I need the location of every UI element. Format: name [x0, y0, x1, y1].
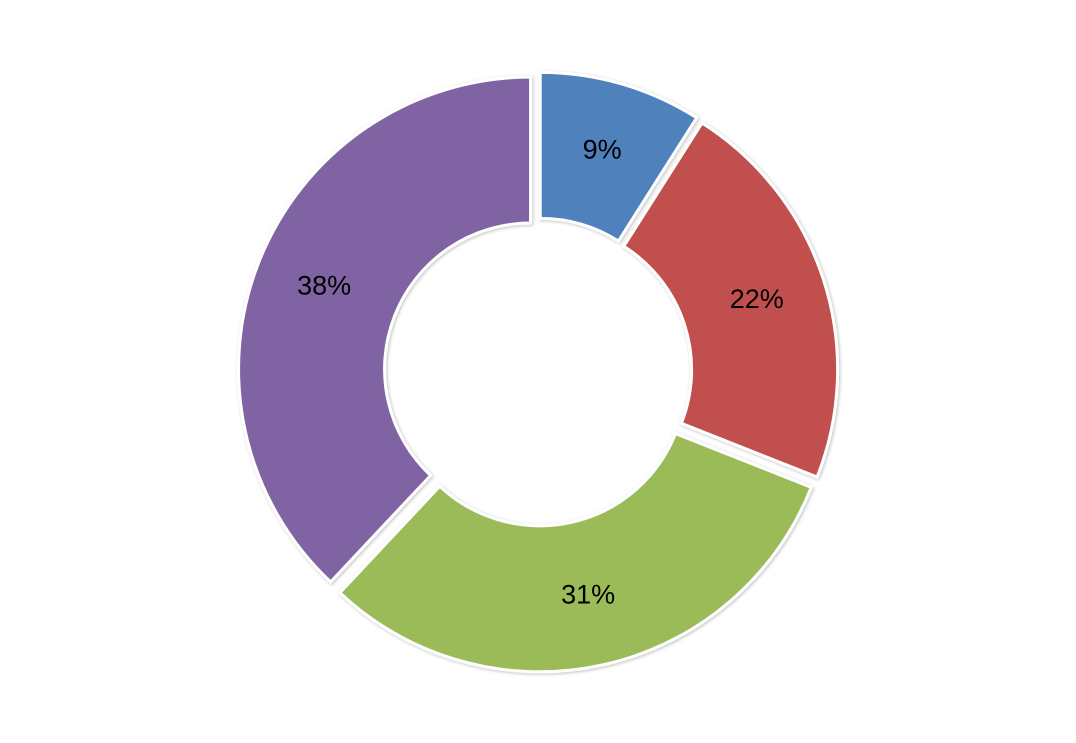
- data-label: 9%: [583, 134, 622, 164]
- slice: [538, 70, 699, 244]
- slice: [337, 431, 814, 674]
- data-label: 38%: [297, 270, 351, 300]
- data-label: 31%: [561, 580, 615, 610]
- data-label: 22%: [730, 284, 784, 314]
- slice: [621, 120, 840, 479]
- slices: [237, 70, 840, 674]
- labels: 9% 22% 31% 38%: [297, 134, 784, 609]
- slice: [237, 75, 533, 585]
